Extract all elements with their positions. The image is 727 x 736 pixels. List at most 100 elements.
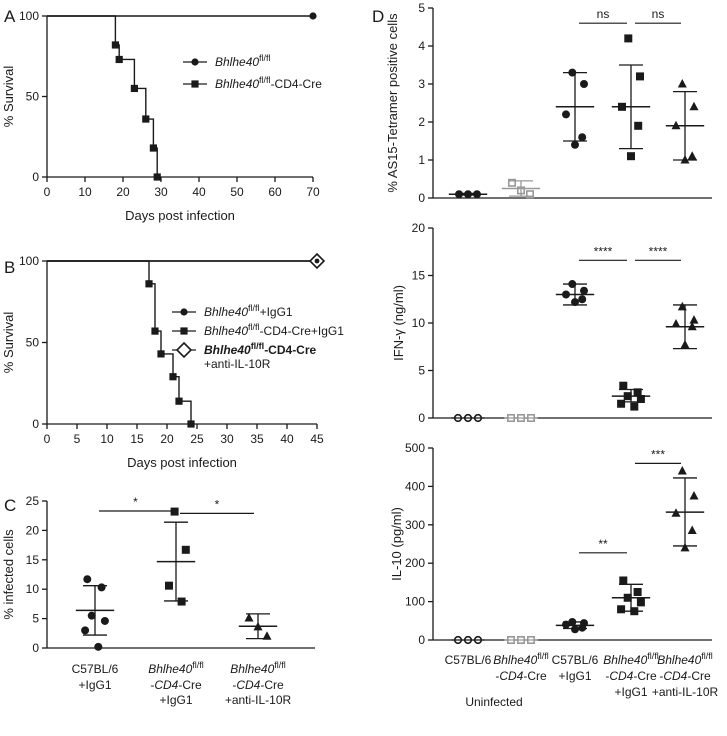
data-point bbox=[170, 507, 179, 516]
data-point bbox=[687, 151, 697, 160]
y-tick-label: 0 bbox=[32, 417, 39, 431]
data-point bbox=[671, 318, 681, 328]
data-point bbox=[81, 626, 90, 635]
y-tick-label: 100 bbox=[19, 9, 39, 23]
data-point bbox=[619, 576, 628, 585]
data-point bbox=[680, 542, 690, 552]
series-point-1 bbox=[145, 280, 153, 288]
y-tick-label: 10 bbox=[26, 582, 40, 596]
data-point bbox=[630, 402, 639, 411]
dot-plot-c: 0 5 10 15 20 25 % infected cells * * C57BL/6 +IgG1… bbox=[1, 494, 315, 707]
series-point-1 bbox=[187, 420, 195, 428]
series-point-1 bbox=[175, 397, 183, 405]
y-tick-label: 5 bbox=[418, 364, 425, 378]
significance-label: **** bbox=[649, 244, 668, 258]
data-point bbox=[165, 581, 173, 590]
category-label-line2: +IgG1 bbox=[78, 678, 111, 692]
x-tick-label: 30 bbox=[154, 185, 168, 199]
data-point bbox=[633, 588, 642, 596]
category-label: Bhlhe40fl/fl bbox=[603, 651, 659, 667]
x-axis-label: Days post infection bbox=[125, 208, 235, 223]
legend-marker bbox=[180, 327, 188, 335]
series-point-1 bbox=[111, 41, 119, 49]
legend-label-line2: +anti-IL-10R bbox=[204, 357, 271, 371]
legend-label: Bhlhe40fl/fl bbox=[215, 53, 271, 69]
legend-item-2: Bhlhe40fl/fl-CD4-Cre+anti-IL-10R bbox=[172, 341, 317, 371]
category-label-line2: -CD4-Cre bbox=[150, 678, 202, 692]
data-point bbox=[677, 466, 687, 475]
category-label-line3: +IgG1 bbox=[614, 685, 647, 699]
legend-label: Bhlhe40fl/fl+IgG1 bbox=[204, 303, 293, 319]
y-tick-label: 200 bbox=[405, 556, 425, 570]
legend-marker bbox=[180, 308, 188, 316]
y-axis-label: % Survival bbox=[1, 66, 16, 128]
y-tick-label: 0 bbox=[32, 170, 39, 184]
y-tick-label: 50 bbox=[26, 336, 40, 350]
x-tick-label: 40 bbox=[280, 432, 294, 446]
data-point bbox=[636, 598, 645, 607]
legend-item-0: Bhlhe40fl/fl bbox=[183, 53, 271, 69]
y-tick-label: 5 bbox=[32, 612, 39, 626]
category-label: Bhlhe40fl/fl bbox=[657, 651, 713, 667]
data-point bbox=[94, 642, 103, 651]
legend-item-1: Bhlhe40fl/fl-CD4-Cre+IgG1 bbox=[172, 322, 344, 338]
data-point bbox=[687, 525, 697, 535]
data-point bbox=[633, 388, 642, 397]
x-tick-label: 30 bbox=[220, 432, 234, 446]
series-point-1 bbox=[130, 84, 138, 93]
data-point bbox=[244, 613, 254, 622]
category-label-line2: -CD4-Cre bbox=[232, 678, 284, 692]
x-tick-label: 50 bbox=[230, 185, 244, 199]
data-point bbox=[627, 152, 635, 161]
category-label-line2: -CD4-Cre bbox=[605, 669, 657, 683]
significance-label: ns bbox=[597, 7, 610, 21]
panel-letter-d: D bbox=[372, 7, 384, 26]
y-tick-label: 500 bbox=[405, 441, 425, 455]
y-axis-label: % infected cells bbox=[1, 529, 16, 620]
data-point bbox=[578, 133, 587, 142]
data-point bbox=[562, 110, 570, 119]
significance-label: *** bbox=[651, 447, 665, 461]
series-point-1 bbox=[169, 373, 177, 381]
y-axis-label: IFN-γ (ng/ml) bbox=[391, 285, 406, 361]
y-tick-label: 25 bbox=[26, 494, 40, 508]
y-axis-label: % Survival bbox=[1, 312, 16, 374]
survival-chart-a: 0 50 100 0 10 20 30 40 50 60 70 Days post infection… bbox=[1, 9, 322, 223]
legend-item-0: Bhlhe40fl/fl+IgG1 bbox=[172, 303, 293, 319]
x-tick-label: 20 bbox=[116, 185, 130, 199]
data-point bbox=[262, 631, 272, 640]
series-point-1 bbox=[157, 350, 165, 358]
category-label: Bhlhe40fl/fl bbox=[493, 651, 549, 667]
significance-label: **** bbox=[594, 244, 613, 258]
data-point bbox=[689, 315, 699, 324]
data-point bbox=[83, 575, 92, 584]
data-point bbox=[619, 381, 628, 390]
x-tick-label: 5 bbox=[74, 432, 81, 446]
y-axis-label: IL-10 (pg/ml) bbox=[389, 507, 404, 581]
y-tick-label: 10 bbox=[412, 316, 426, 330]
x-tick-label: 10 bbox=[78, 185, 92, 199]
data-point bbox=[571, 140, 579, 149]
category-label: C57BL/6 bbox=[72, 662, 119, 676]
x-tick-label: 35 bbox=[250, 432, 264, 446]
y-tick-label: 300 bbox=[405, 518, 425, 532]
data-point bbox=[636, 395, 645, 403]
data-point bbox=[617, 605, 626, 614]
series-point-0 bbox=[309, 12, 317, 20]
significance-label: ns bbox=[652, 7, 665, 21]
category-label: C57BL/6 bbox=[552, 653, 599, 667]
panel-letter-a: A bbox=[4, 7, 16, 26]
y-tick-label: 3 bbox=[418, 77, 425, 91]
survival-chart-b: 0 50 100 0 5 10 15 20 25 30 35 40 45 Days post infect… bbox=[1, 252, 344, 470]
data-point bbox=[677, 79, 687, 88]
category-label: Bhlhe40fl/fl bbox=[148, 660, 204, 676]
significance-label: * bbox=[133, 495, 138, 509]
y-tick-label: 4 bbox=[418, 39, 425, 53]
y-tick-label: 0 bbox=[418, 411, 425, 425]
y-tick-label: 400 bbox=[405, 479, 425, 493]
data-point bbox=[97, 583, 106, 592]
data-point bbox=[562, 620, 570, 629]
data-point bbox=[507, 178, 516, 187]
y-tick-label: 2 bbox=[418, 115, 425, 129]
category-label-line2: -CD4-Cre bbox=[495, 669, 547, 683]
